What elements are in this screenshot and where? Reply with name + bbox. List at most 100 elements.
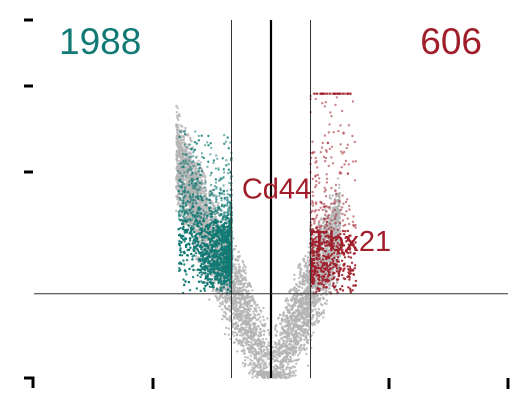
point-not-significant bbox=[260, 371, 263, 375]
point-not-significant bbox=[175, 153, 178, 157]
point-not-significant bbox=[233, 331, 237, 334]
point-not-significant bbox=[259, 320, 262, 323]
point-not-significant bbox=[266, 328, 270, 332]
point-not-significant bbox=[250, 369, 253, 372]
point-not-significant bbox=[247, 350, 251, 354]
point-not-significant bbox=[266, 352, 269, 356]
point-not-significant bbox=[295, 287, 298, 291]
point-not-significant bbox=[235, 279, 239, 282]
point-not-significant bbox=[246, 336, 250, 340]
point-not-significant bbox=[234, 258, 237, 261]
point-not-significant bbox=[299, 268, 302, 271]
point-not-significant bbox=[251, 339, 254, 342]
point-not-significant bbox=[291, 312, 294, 315]
point-not-significant bbox=[258, 358, 261, 361]
point-not-significant bbox=[175, 104, 178, 108]
point-not-significant bbox=[179, 145, 183, 148]
point-not-significant bbox=[212, 273, 215, 276]
point-not-significant bbox=[232, 237, 235, 240]
point-not-significant bbox=[182, 156, 186, 160]
point-not-significant bbox=[258, 316, 262, 319]
point-not-significant bbox=[240, 298, 243, 301]
point-not-significant bbox=[176, 175, 179, 179]
point-not-significant bbox=[251, 376, 254, 379]
point-not-significant bbox=[241, 350, 244, 353]
point-not-significant bbox=[177, 139, 180, 142]
point-not-significant bbox=[256, 303, 259, 306]
point-not-significant bbox=[180, 212, 183, 215]
point-not-significant bbox=[200, 179, 203, 182]
point-not-significant bbox=[263, 376, 266, 379]
point-not-significant bbox=[189, 139, 192, 142]
point-not-significant bbox=[186, 133, 190, 136]
point-not-significant bbox=[254, 374, 257, 378]
point-not-significant bbox=[272, 366, 275, 369]
point-not-significant bbox=[251, 297, 254, 300]
point-not-significant bbox=[225, 317, 228, 320]
point-not-significant bbox=[238, 315, 241, 319]
point-not-significant bbox=[199, 192, 202, 195]
point-not-significant bbox=[179, 169, 182, 172]
point-not-significant bbox=[275, 356, 279, 360]
point-not-significant bbox=[225, 326, 228, 329]
point-not-significant bbox=[258, 344, 261, 347]
point-not-significant bbox=[262, 345, 266, 348]
point-not-significant bbox=[325, 299, 329, 302]
point-not-significant bbox=[251, 370, 255, 374]
point-not-significant bbox=[184, 184, 187, 187]
point-not-significant bbox=[234, 309, 237, 313]
point-not-significant bbox=[247, 348, 251, 352]
point-not-significant bbox=[185, 150, 188, 153]
point-not-significant bbox=[236, 350, 239, 353]
point-not-significant bbox=[216, 299, 219, 302]
point-not-significant bbox=[223, 299, 227, 302]
point-not-significant bbox=[257, 337, 260, 340]
point-not-significant bbox=[190, 152, 193, 155]
point-not-significant bbox=[245, 290, 248, 293]
point-not-significant bbox=[266, 357, 269, 361]
point-not-significant bbox=[228, 319, 232, 323]
point-not-significant bbox=[267, 350, 270, 354]
point-not-significant bbox=[202, 226, 205, 229]
point-not-significant bbox=[256, 360, 259, 363]
point-not-significant bbox=[176, 159, 179, 163]
point-not-significant bbox=[181, 125, 184, 128]
point-not-significant bbox=[247, 289, 250, 293]
point-not-significant bbox=[248, 295, 251, 299]
point-not-significant bbox=[264, 366, 267, 370]
point-not-significant bbox=[293, 278, 296, 281]
point-not-significant bbox=[240, 274, 243, 277]
point-not-significant bbox=[298, 340, 301, 343]
point-not-significant bbox=[258, 331, 261, 334]
point-not-significant bbox=[275, 346, 278, 350]
point-not-significant bbox=[243, 359, 247, 362]
point-not-significant bbox=[257, 370, 260, 374]
point-not-significant bbox=[288, 304, 292, 307]
point-not-significant bbox=[241, 313, 244, 316]
point-not-significant bbox=[234, 270, 237, 274]
point-not-significant bbox=[212, 202, 215, 205]
point-not-significant bbox=[296, 266, 300, 269]
point-not-significant bbox=[194, 169, 197, 172]
point-not-significant bbox=[201, 175, 204, 178]
point-not-significant bbox=[239, 287, 243, 290]
point-not-significant bbox=[253, 324, 256, 328]
point-not-significant bbox=[227, 333, 230, 336]
point-not-significant bbox=[263, 330, 266, 333]
point-not-significant bbox=[264, 322, 267, 326]
point-not-significant bbox=[248, 304, 252, 308]
point-not-significant bbox=[248, 326, 251, 329]
point-not-significant bbox=[260, 359, 263, 362]
point-not-significant bbox=[219, 295, 222, 298]
point-not-significant bbox=[292, 359, 296, 362]
point-not-significant bbox=[225, 300, 228, 304]
point-not-significant bbox=[244, 322, 247, 325]
point-not-significant bbox=[249, 299, 253, 302]
point-not-significant bbox=[267, 344, 270, 347]
point-not-significant bbox=[185, 223, 188, 226]
point-not-significant bbox=[213, 216, 217, 219]
point-not-significant bbox=[243, 341, 247, 344]
point-not-significant bbox=[178, 149, 182, 153]
point-not-significant bbox=[262, 367, 266, 370]
point-not-significant bbox=[236, 274, 239, 278]
